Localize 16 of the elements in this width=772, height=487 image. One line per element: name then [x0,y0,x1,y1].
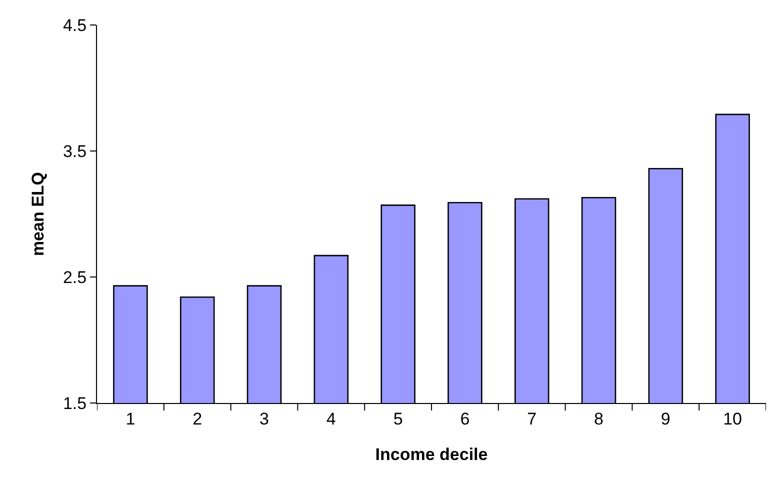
x-tick-label: 3 [260,409,269,428]
y-axis-title: mean ELQ [28,172,48,256]
y-tick-label: 3.5 [62,142,87,161]
y-tick-label: 4.5 [62,16,87,35]
x-tick-label: 8 [594,409,604,428]
x-tick-label: 6 [460,409,470,428]
x-tick-label: 9 [660,409,670,428]
x-tick-label: 10 [723,409,742,428]
x-axis-title: Income decile [375,444,488,464]
x-tick-label: 2 [192,409,202,428]
y-tick-label: 1.5 [62,394,87,413]
x-tick-label: 7 [527,409,537,428]
y-tick-label: 2.5 [62,268,87,287]
x-tick-label: 4 [326,409,336,428]
x-tick-label: 5 [393,409,403,428]
x-tick-label: 1 [126,409,136,428]
